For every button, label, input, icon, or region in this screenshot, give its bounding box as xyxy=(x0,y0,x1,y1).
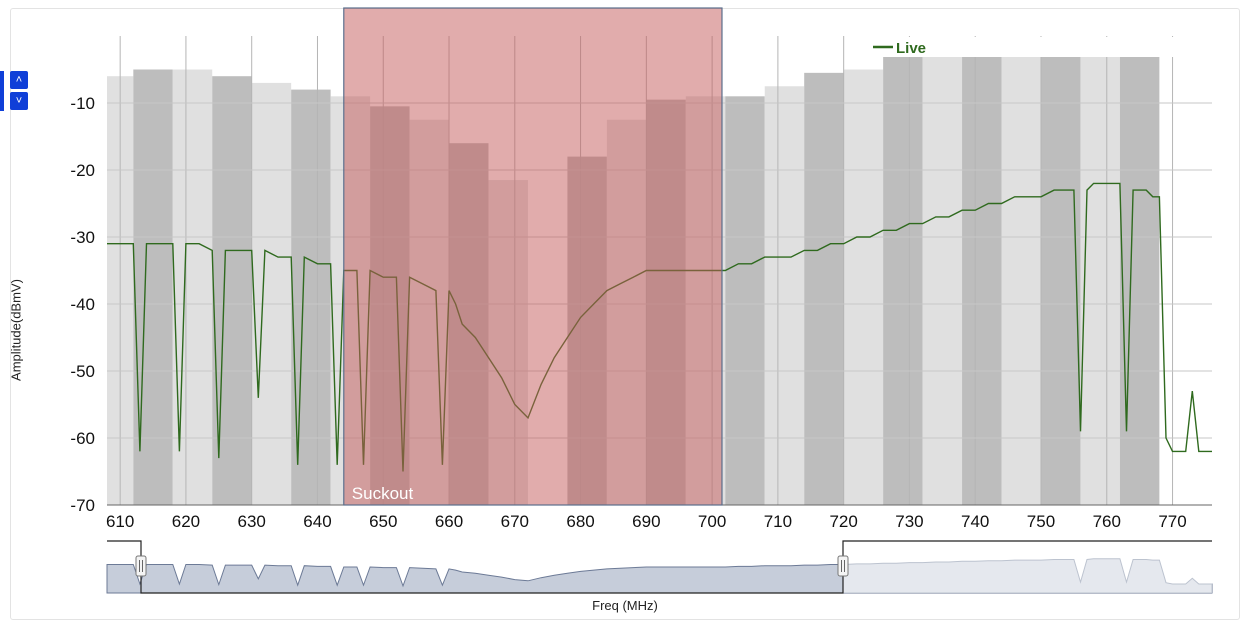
channel-power-bar xyxy=(962,56,1002,505)
legend-box xyxy=(868,37,1212,57)
legend-item-live: Live xyxy=(896,40,926,57)
zoom-spinner: ˄ ˅ xyxy=(0,71,32,111)
x-tick-label: 710 xyxy=(764,512,792,531)
channel-power-bar xyxy=(922,56,963,505)
channel-power-bar xyxy=(1080,56,1120,505)
navigator-outline xyxy=(107,540,1212,594)
channel-power-bar xyxy=(1040,56,1081,505)
x-tick-label: 720 xyxy=(829,512,857,531)
x-tick-label: 760 xyxy=(1093,512,1121,531)
x-tick-label: 660 xyxy=(435,512,463,531)
y-tick-label: -70 xyxy=(70,496,95,515)
navigator-right-handle[interactable] xyxy=(837,555,849,577)
x-tick-label: 670 xyxy=(501,512,529,531)
spinner-up-button[interactable]: ˄ xyxy=(10,71,28,89)
x-tick-label: 770 xyxy=(1158,512,1186,531)
y-axis-title: Amplitude(dBmV) xyxy=(8,279,24,381)
channel-power-bar xyxy=(212,76,252,505)
channel-power-bar xyxy=(725,96,765,506)
x-tick-label: 700 xyxy=(698,512,726,531)
spinner-edge xyxy=(0,71,4,111)
x-tick-label: 730 xyxy=(895,512,923,531)
x-tick-label: 750 xyxy=(1027,512,1055,531)
channel-power-bar xyxy=(1001,56,1041,505)
y-tick-label: -50 xyxy=(70,362,95,381)
suckout-band xyxy=(343,7,723,506)
y-tick-label: -40 xyxy=(70,295,95,314)
x-tick-label: 740 xyxy=(961,512,989,531)
y-tick-label: -20 xyxy=(70,161,95,180)
navigator-unselected-mask xyxy=(843,541,1212,593)
channel-power-bar xyxy=(251,82,292,506)
x-tick-label: 630 xyxy=(238,512,266,531)
x-axis-title: Freq (MHz) xyxy=(592,598,658,613)
y-tick-label: -10 xyxy=(70,94,95,113)
channel-power-bar xyxy=(883,56,923,505)
channel-power-bar xyxy=(804,72,844,505)
y-tick-label: -30 xyxy=(70,228,95,247)
x-tick-label: 650 xyxy=(369,512,397,531)
spinner-down-button[interactable]: ˅ xyxy=(10,92,28,110)
y-axis-title-wrap: Amplitude(dBmV) xyxy=(4,230,28,430)
x-tick-label: 640 xyxy=(303,512,331,531)
x-tick-label: 680 xyxy=(566,512,594,531)
navigator-left-handle[interactable] xyxy=(135,555,147,577)
x-tick-label: 620 xyxy=(172,512,200,531)
channel-power-bar xyxy=(764,86,805,505)
y-tick-label: -60 xyxy=(70,429,95,448)
channel-power-bar xyxy=(291,89,331,505)
suckout-label: Suckout xyxy=(352,484,414,503)
x-tick-label: 610 xyxy=(106,512,134,531)
x-tick-label: 690 xyxy=(632,512,660,531)
channel-power-bar xyxy=(843,69,884,505)
